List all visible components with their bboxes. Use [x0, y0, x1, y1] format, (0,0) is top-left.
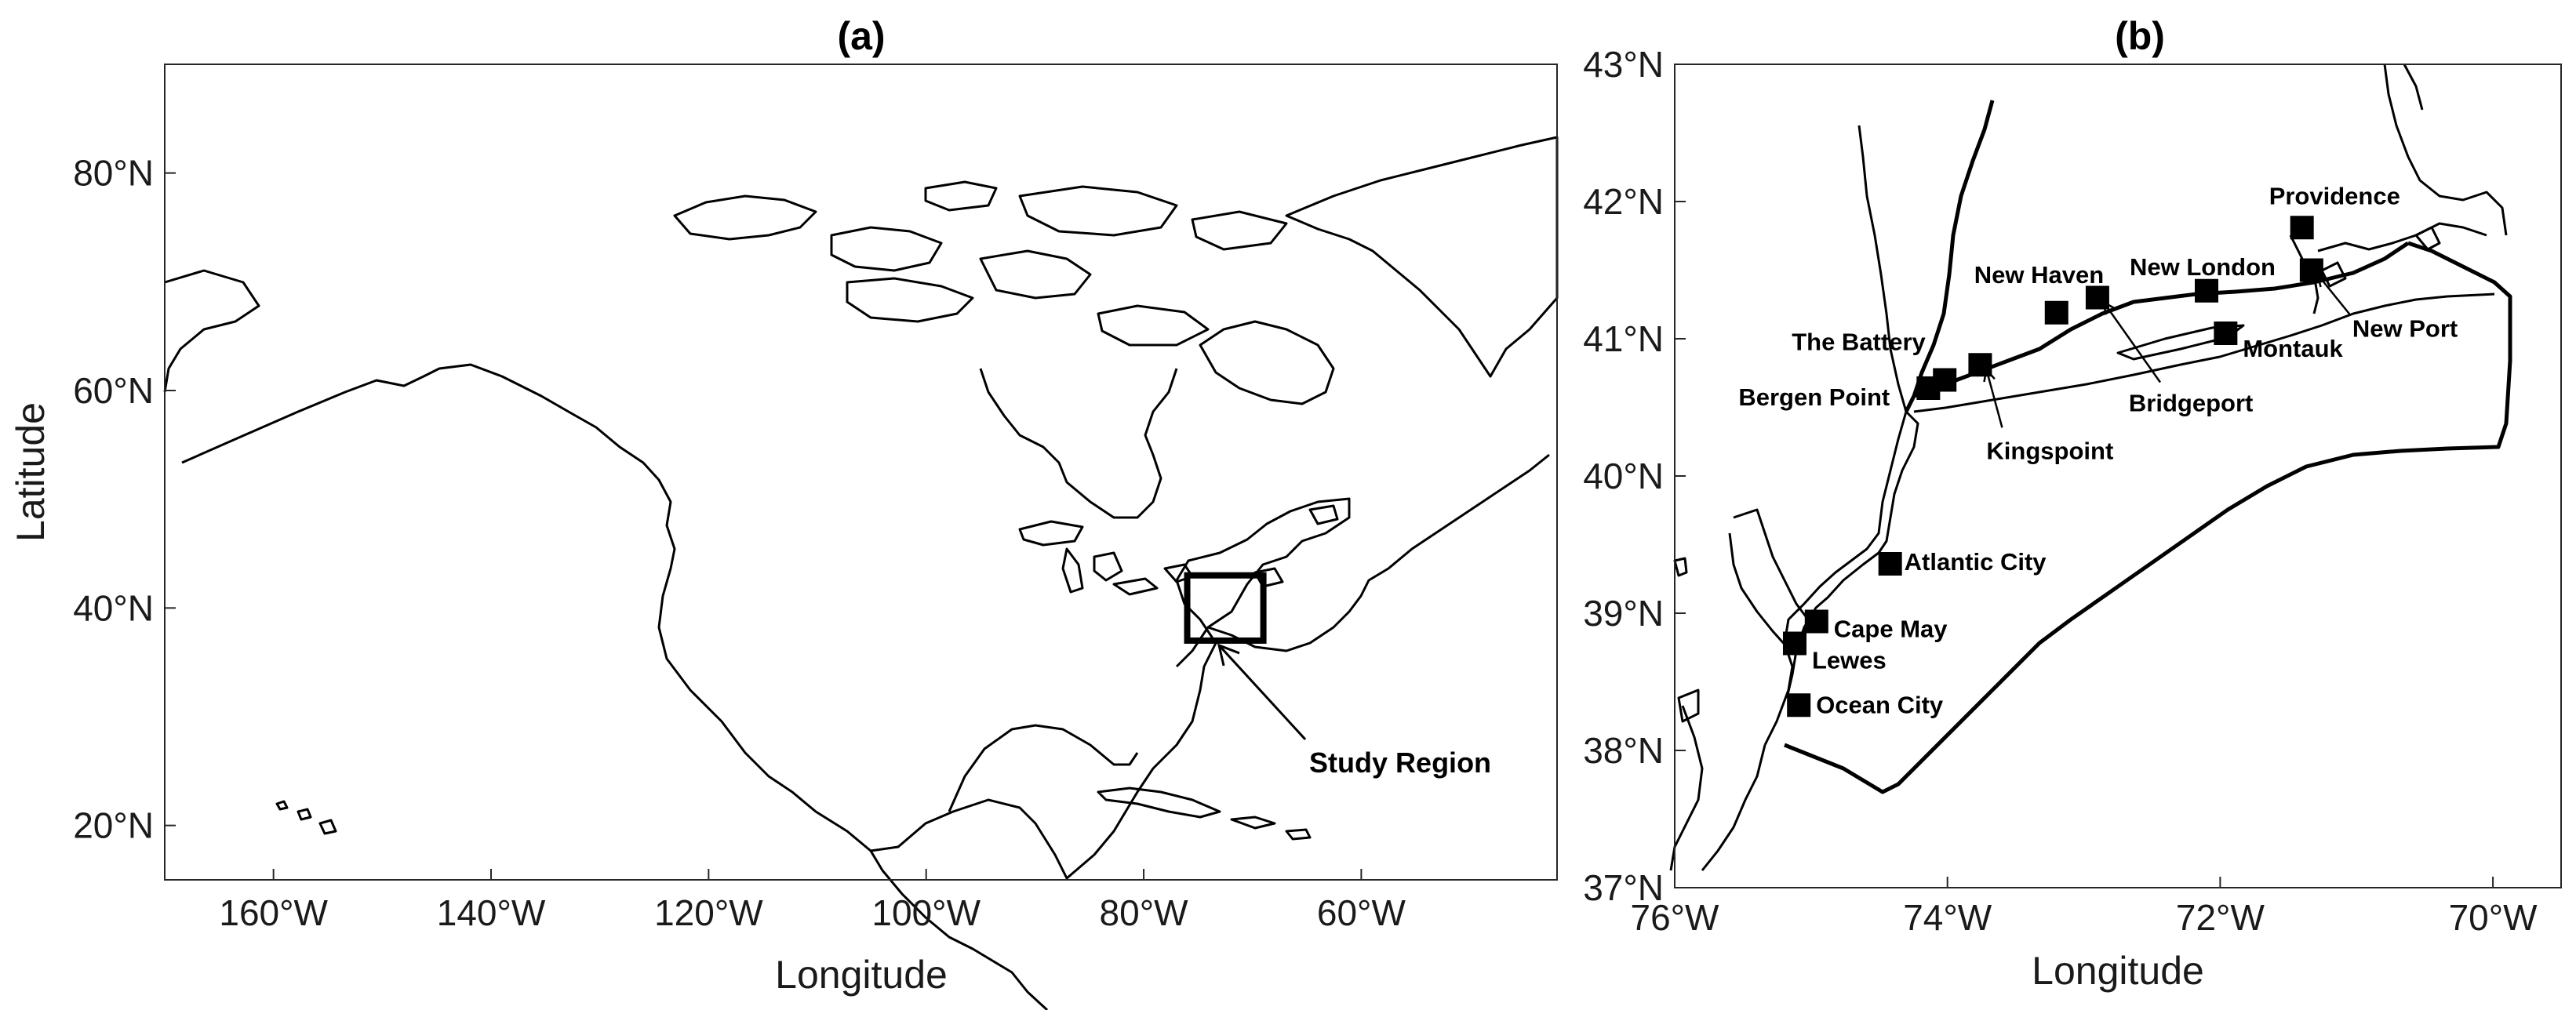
station-labels: Providence New Haven New London New Port Mon…	[1738, 182, 2458, 718]
panel-a-x-tick-label: 120°W	[654, 892, 763, 933]
station-marker	[2214, 322, 2238, 345]
panel-a-map: (a)	[9, 14, 1559, 1010]
panel-b-x-tick-label: 70°W	[2449, 897, 2538, 938]
panel-b-y-tick-label: 38°N	[1583, 730, 1664, 771]
station-arrow	[2316, 274, 2352, 317]
study-region-arrow	[1217, 644, 1307, 740]
station-arrowhead	[1983, 367, 1996, 383]
panel-b-y-tick-label: 43°N	[1583, 44, 1664, 85]
station-label: New London	[2130, 253, 2276, 281]
panel-a-x-ticks: 160°W 140°W 120°W 100°W 80°W 60°W	[219, 869, 1406, 933]
station-label: Bridgeport	[2129, 390, 2253, 417]
station-marker	[1782, 631, 1806, 656]
panel-a-title: (a)	[837, 14, 885, 58]
station-label: Ocean City	[1816, 691, 1944, 718]
panel-a-x-axis-label: Longitude	[775, 953, 948, 997]
study-region-arrowhead	[1217, 643, 1240, 667]
panel-a-x-tick-label: 80°W	[1100, 892, 1189, 933]
station-marker	[2290, 216, 2314, 240]
panel-b-y-tick-label: 40°N	[1583, 456, 1664, 496]
station-label: Bergen Point	[1738, 383, 1890, 411]
panel-a-x-tick-label: 160°W	[219, 892, 328, 933]
panel-a-y-tick-label: 20°N	[73, 805, 154, 846]
panel-a-x-tick-label: 100°W	[871, 892, 981, 933]
panel-a-x-tick-label: 60°W	[1317, 892, 1406, 933]
station-arrow	[1985, 369, 2003, 428]
station-label: Cape May	[1834, 616, 1948, 643]
station-label: New Port	[2352, 315, 2458, 343]
station-pointer-arrows	[1983, 273, 2352, 428]
panel-a-y-tick-label: 60°N	[73, 370, 154, 411]
station-label: Lewes	[1812, 647, 1887, 674]
panel-b-y-tick-label: 41°N	[1583, 318, 1664, 359]
panel-b-y-tick-label: 39°N	[1583, 593, 1664, 634]
north-america-coastline	[163, 136, 1559, 1010]
station-label: Kingspoint	[1986, 437, 2113, 464]
panel-b-title: (b)	[2115, 14, 2165, 58]
station-label: The Battery	[1792, 329, 1926, 356]
station-label: Atlantic City	[1905, 548, 2047, 576]
panel-a-y-tick-label: 80°N	[73, 153, 154, 194]
panel-b-y-ticks: 43°N 42°N 41°N 40°N 39°N 38°N 37°N	[1583, 44, 1686, 908]
station-label: New Haven	[1974, 261, 2104, 289]
study-region-label: Study Region	[1309, 747, 1491, 779]
panel-b-x-tick-label: 72°W	[2176, 897, 2265, 938]
station-label: Providence	[2269, 182, 2400, 209]
station-arrowhead	[2102, 300, 2116, 315]
station-arrowhead	[2316, 273, 2330, 288]
panel-a-y-ticks: 80°N 60°N 40°N 20°N	[73, 153, 176, 846]
panel-a-frame	[164, 64, 1558, 881]
panel-b-map: (b)	[1583, 14, 2562, 993]
panel-b-x-tick-label: 76°W	[1631, 897, 1720, 938]
panel-b-y-tick-label: 42°N	[1583, 181, 1664, 222]
station-marker	[1804, 609, 1828, 634]
panel-b-x-ticks: 76°W 74°W 72°W 70°W	[1631, 877, 2538, 938]
study-region-box: Study Region	[1184, 572, 1491, 779]
panel-a-y-axis-label: Latitude	[9, 402, 53, 542]
station-marker	[1916, 376, 1941, 400]
panel-a-x-tick-label: 140°W	[437, 892, 546, 933]
panel-a-y-tick-label: 40°N	[73, 587, 154, 628]
panel-b-y-tick-label: 37°N	[1583, 867, 1664, 908]
station-marker	[2195, 278, 2218, 303]
panel-b-x-axis-label: Longitude	[2032, 949, 2204, 993]
station-arrow	[2102, 301, 2161, 383]
panel-b-x-tick-label: 74°W	[1903, 897, 1992, 938]
station-marker	[1787, 693, 1811, 718]
station-marker	[2044, 300, 2068, 325]
station-marker	[1878, 552, 1902, 576]
station-label: Montauk	[2243, 335, 2343, 362]
study-region-rectangle	[1184, 572, 1267, 644]
